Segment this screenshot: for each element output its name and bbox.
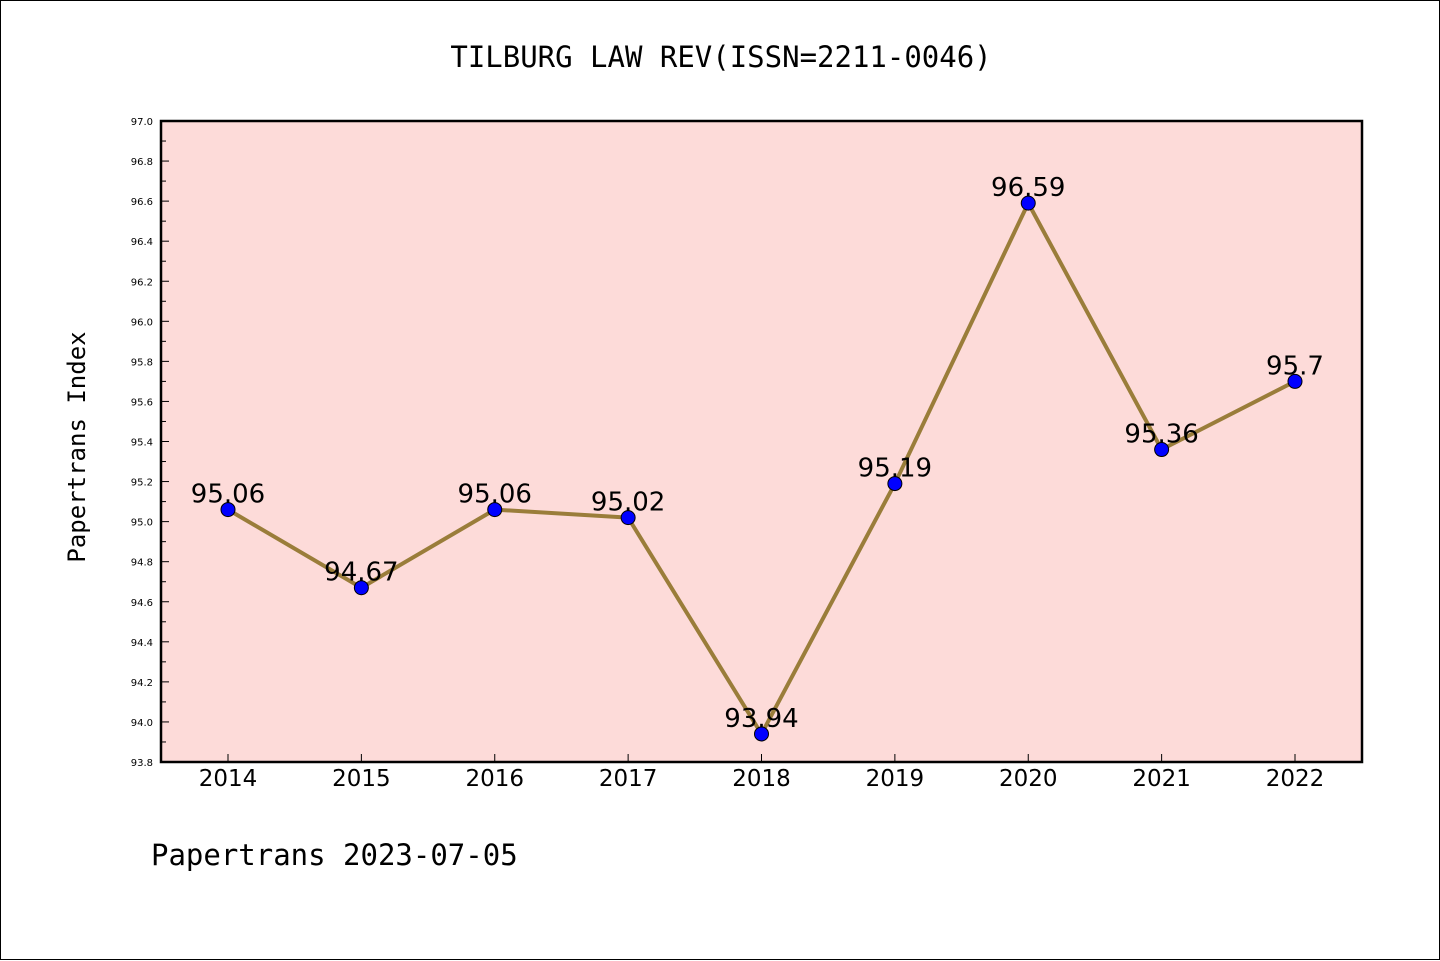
data-label: 94.67 bbox=[324, 558, 398, 588]
x-tick-label: 2018 bbox=[732, 766, 791, 792]
y-tick-label: 95.6 bbox=[131, 397, 153, 408]
data-point bbox=[887, 476, 903, 492]
data-points bbox=[220, 195, 1303, 742]
x-tick-label: 2014 bbox=[199, 766, 258, 792]
x-tick-label: 2022 bbox=[1266, 766, 1325, 792]
y-tick-label: 94.4 bbox=[131, 638, 153, 649]
y-tick-label: 96.2 bbox=[131, 277, 153, 288]
data-label: 95.06 bbox=[458, 480, 532, 510]
data-label: 95.02 bbox=[591, 488, 665, 518]
data-label: 95.36 bbox=[1124, 420, 1198, 450]
data-label: 93.94 bbox=[724, 704, 798, 734]
x-tick-label: 2020 bbox=[999, 766, 1058, 792]
data-label: 95.06 bbox=[191, 480, 265, 510]
y-tick-label: 93.8 bbox=[131, 758, 153, 769]
x-tick-label: 2019 bbox=[866, 766, 925, 792]
y-tick-label: 95.2 bbox=[131, 478, 153, 489]
x-tick-label: 2017 bbox=[599, 766, 658, 792]
y-axis-label: Papertrans Index bbox=[63, 331, 91, 562]
y-tick-label: 94.2 bbox=[131, 678, 153, 689]
y-tick-label: 94.8 bbox=[131, 558, 153, 569]
data-point bbox=[487, 502, 503, 518]
data-label: 96.59 bbox=[991, 173, 1065, 203]
x-tick-label: 2016 bbox=[465, 766, 524, 792]
plot-border bbox=[159, 119, 1364, 764]
data-point bbox=[754, 726, 769, 742]
y-tick-label: 95.8 bbox=[131, 357, 153, 368]
plot-area bbox=[161, 121, 1362, 762]
data-point bbox=[220, 502, 236, 518]
data-label: 95.19 bbox=[858, 454, 932, 484]
data-label: 95.7 bbox=[1266, 351, 1324, 381]
data-point bbox=[1287, 373, 1303, 389]
y-tick-label: 96.4 bbox=[131, 237, 153, 248]
y-tick-label: 94.0 bbox=[131, 718, 153, 729]
x-tick-label: 2021 bbox=[1132, 766, 1191, 792]
data-point bbox=[620, 510, 636, 526]
x-axis: 2014 2015 2016 2017 2018 2019 2020 2021 2022 bbox=[199, 754, 1325, 792]
data-point bbox=[1020, 195, 1036, 211]
data-point bbox=[1154, 442, 1170, 458]
y-tick-label: 96.6 bbox=[131, 197, 153, 208]
y-tick-label: 96.8 bbox=[131, 157, 153, 168]
footer-text: Papertrans 2023-07-05 bbox=[151, 838, 518, 872]
y-tick-label: 96.0 bbox=[131, 317, 153, 328]
y-tick-label: 94.6 bbox=[131, 598, 153, 609]
chart-title: TILBURG LAW REV(ISSN=2211-0046) bbox=[450, 40, 991, 74]
y-tick-label: 95.4 bbox=[131, 438, 153, 449]
data-point bbox=[353, 580, 369, 596]
y-tick-label: 97.0 bbox=[131, 117, 153, 128]
y-tick-label: 95.0 bbox=[131, 518, 153, 529]
data-labels: 95.06 94.67 95.06 95.02 93.94 95.19 96.59 95.36… bbox=[191, 173, 1324, 734]
x-tick-label: 2015 bbox=[332, 766, 391, 792]
